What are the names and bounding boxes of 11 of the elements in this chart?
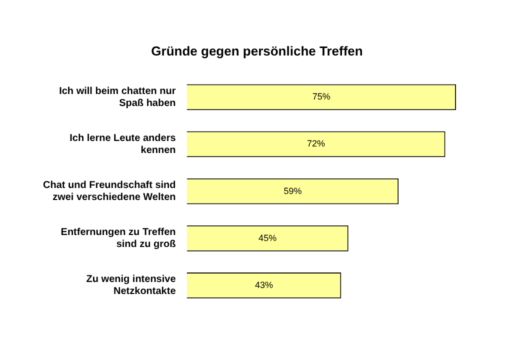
y-tick-label: Ich will beim chatten nur Spaß haben bbox=[59, 86, 176, 109]
y-tick-label: Ich lerne Leute anders kennen bbox=[70, 132, 176, 156]
chart-title: Gründe gegen persönliche Treffen bbox=[151, 43, 363, 58]
data-label: 75% bbox=[312, 92, 330, 102]
y-tick-label: Chat und Freundschaft sind zwei verschiedene Welten bbox=[42, 180, 176, 204]
y-tick-label: Entfernungen zu Treffen sind zu groß bbox=[60, 227, 176, 250]
data-label: 43% bbox=[254, 280, 273, 290]
data-label: 72% bbox=[307, 138, 326, 149]
y-tick-label: Zu wenig intensive Netzkontakte bbox=[86, 274, 176, 298]
data-label: 45% bbox=[258, 232, 277, 243]
data-label: 59% bbox=[284, 186, 302, 196]
